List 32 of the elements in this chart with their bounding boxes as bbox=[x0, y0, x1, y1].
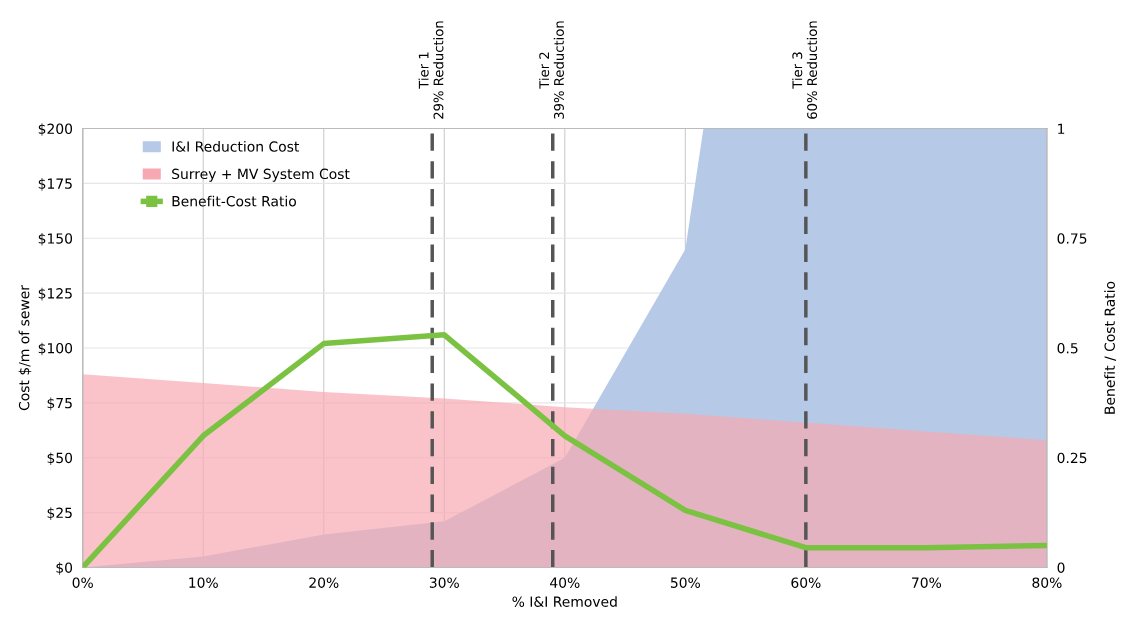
x-tick-label: 20% bbox=[309, 577, 339, 588]
y-tick-label: $150 bbox=[38, 232, 73, 246]
x-tick-label: 40% bbox=[550, 577, 580, 588]
y-tick-label: $25 bbox=[47, 507, 72, 520]
x-axis-title: % I&I Removed bbox=[512, 596, 617, 607]
y2-tick-label: 0.5 bbox=[1057, 342, 1078, 354]
legend-label: Benefit-Cost Ratio bbox=[172, 195, 297, 207]
y-tick-label: $200 bbox=[38, 123, 73, 136]
y-axis-title: Cost $/m of sewer bbox=[18, 285, 32, 411]
y-tick-label: $175 bbox=[38, 178, 72, 191]
x-tick-label: 60% bbox=[791, 577, 821, 588]
y2-axis-title: Benefit / Cost Ratio bbox=[1104, 281, 1117, 414]
x-tick-label: 0% bbox=[72, 577, 93, 588]
x-tick-label: 50% bbox=[670, 577, 700, 588]
y-tick-label: $0 bbox=[56, 562, 73, 575]
ref-line-label: Tier 1 29% Reduction bbox=[418, 21, 444, 119]
legend-label: I&I Reduction Cost bbox=[172, 141, 300, 152]
y-tick-label: $125 bbox=[38, 287, 72, 301]
y-tick-label: $50 bbox=[47, 452, 73, 466]
ref-line-label: Tier 2 39% Reduction bbox=[538, 21, 564, 119]
y2-tick-label: 1 bbox=[1058, 123, 1065, 134]
y-tick-label: $75 bbox=[47, 397, 72, 411]
y2-tick-label: 0.25 bbox=[1057, 452, 1087, 464]
x-tick-label: 70% bbox=[912, 577, 942, 588]
ref-line-label: Tier 3 60% Reduction bbox=[792, 21, 818, 119]
y2-tick-label: 0 bbox=[1057, 562, 1065, 573]
y-tick-label: $100 bbox=[38, 342, 73, 356]
x-tick-label: 10% bbox=[189, 577, 218, 588]
x-tick-label: 30% bbox=[429, 577, 459, 588]
x-tick-label: 80% bbox=[1032, 577, 1062, 588]
legend-label: Surrey + MV System Cost bbox=[172, 168, 350, 182]
y2-tick-label: 0.75 bbox=[1057, 233, 1087, 244]
